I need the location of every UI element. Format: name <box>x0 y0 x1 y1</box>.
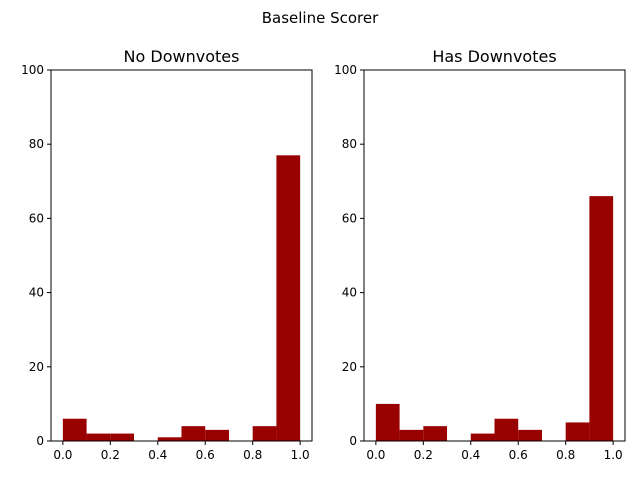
y-tick-label: 60 <box>29 211 44 225</box>
y-tick-label: 100 <box>21 63 44 77</box>
y-tick-label: 80 <box>342 137 357 151</box>
x-tick-label: 0.8 <box>556 448 575 462</box>
histogram-bar <box>205 429 229 441</box>
axes-frame <box>363 69 626 442</box>
chart-panel-2: Has Downvotes 0.0 0.2 0.4 0.6 0.8 1.0 0 20 40 60 80… <box>334 47 626 462</box>
y-tick-label: 40 <box>342 286 357 300</box>
x-tick-label: 0.4 <box>461 448 480 462</box>
chart-panel-1: No Downvotes 0.0 0.2 0.4 0.6 0.8 1.0 0 20 40 60 80 1… <box>21 47 313 462</box>
x-tick-label: 0.6 <box>509 448 528 462</box>
y-tick-label: 20 <box>342 360 357 374</box>
y-tick-label: 80 <box>29 137 44 151</box>
x-tick-label: 1.0 <box>604 448 623 462</box>
y-tick-label: 0 <box>36 434 44 448</box>
histogram-bar <box>276 155 301 441</box>
figure-suptitle: Baseline Scorer <box>262 9 379 27</box>
histogram-bar <box>589 196 614 441</box>
chart-panels: No Downvotes 0.0 0.2 0.4 0.6 0.8 1.0 0 20 40 60 80 1… <box>21 47 626 462</box>
x-tick-label: 0.0 <box>366 448 385 462</box>
histogram-bar <box>157 437 182 441</box>
histogram-bar <box>110 433 135 441</box>
histogram-bar <box>62 418 87 441</box>
y-tick-label: 100 <box>334 63 357 77</box>
x-tick-label: 0.6 <box>196 448 215 462</box>
histogram-bar <box>565 422 590 441</box>
y-tick-label: 0 <box>349 434 357 448</box>
histogram-bar <box>494 418 519 441</box>
histogram-bar <box>181 426 206 441</box>
histogram-bar <box>252 426 277 441</box>
x-tick-label: 0.8 <box>243 448 262 462</box>
x-tick-label: 0.2 <box>414 448 433 462</box>
histogram-bar <box>375 403 400 441</box>
x-tick-label: 0.2 <box>101 448 120 462</box>
histogram-bar <box>518 429 542 441</box>
panel-title: No Downvotes <box>124 47 240 66</box>
x-tick-label: 0.4 <box>148 448 167 462</box>
histogram-bar <box>423 426 448 441</box>
histogram-bar <box>86 433 111 441</box>
histogram-bar <box>470 433 495 441</box>
y-tick-label: 60 <box>342 211 357 225</box>
panel-title: Has Downvotes <box>432 47 556 66</box>
y-tick-label: 20 <box>29 360 44 374</box>
x-tick-label: 0.0 <box>53 448 72 462</box>
histogram-bar <box>399 429 424 441</box>
y-tick-label: 40 <box>29 286 44 300</box>
x-tick-label: 1.0 <box>291 448 310 462</box>
axes-frame <box>50 69 313 442</box>
